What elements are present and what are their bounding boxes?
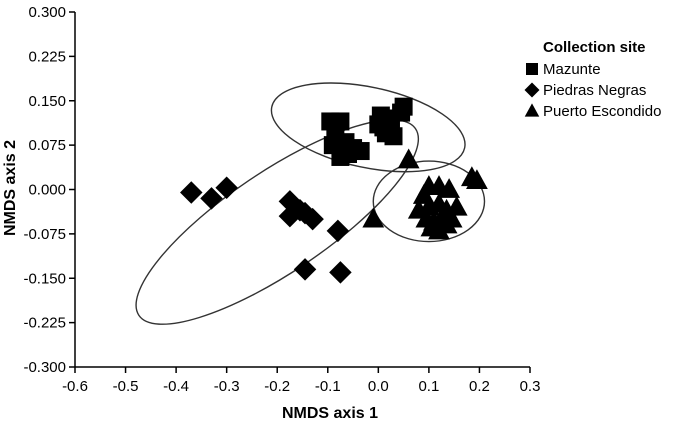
y-tick-label: -0.150 [23,270,66,287]
x-tick-label: 0.2 [469,378,490,395]
point-piedras-negras [301,207,324,231]
x-tick-label: -0.3 [214,378,240,395]
y-tick-label: -0.300 [23,359,66,376]
x-tick-label: -0.1 [315,378,341,395]
x-tick-label: -0.2 [264,378,290,395]
point-puerto-escondido [438,178,461,198]
point-piedras-negras [200,187,223,210]
y-tick-label: 0.150 [28,93,66,110]
y-tick-label: -0.225 [23,315,66,332]
x-tick-label: -0.5 [113,378,139,395]
point-mazunte [339,145,357,163]
y-axis-title: NMDS axis 2 [2,140,19,236]
legend-marker-piedras-negras [524,82,540,98]
point-puerto-escondido [362,207,385,228]
legend-label: Mazunte [543,61,601,78]
legend-label: Puerto Escondido [543,103,661,120]
point-piedras-negras [180,181,203,204]
ellipse-puerto-escondido [372,160,486,243]
y-tick-label: 0.075 [28,137,66,154]
legend-title: Collection site [543,39,646,56]
x-tick-label: 0.3 [520,378,541,395]
legend-items: Mazunte Piedras Negras Puerto Escondido [524,61,661,120]
x-tick-label: 0.0 [368,378,389,395]
point-puerto-escondido [397,148,420,169]
point-piedras-negras [329,261,352,284]
x-tick-label: 0.1 [418,378,439,395]
point-mazunte [374,118,393,137]
point-puerto-escondido [466,169,488,190]
data-points [180,97,488,284]
x-axis-title: NMDS axis 1 [282,405,378,422]
y-tick-label: -0.075 [23,226,66,243]
legend-marker-puerto-escondido [524,103,540,117]
axes: -0.6 -0.5 -0.4 -0.3 -0.2 -0.1 0.0 0.1 0.2 0.3 0.30… [23,4,540,395]
y-tick-label: 0.300 [28,4,66,21]
point-puerto-escondido [435,213,458,234]
x-tick-label: -0.4 [163,378,189,395]
point-piedras-negras [293,258,317,281]
y-tick-label: 0.225 [28,48,66,65]
legend: Collection site Mazunte Piedras Negras Pue… [524,39,661,120]
point-mazunte [394,97,413,116]
ellipse-mazunte [270,82,466,173]
point-piedras-negras [326,219,350,243]
point-piedras-negras [215,176,238,199]
y-tick-label: 0.000 [28,182,66,199]
legend-marker-mazunte [526,63,538,75]
point-mazunte [331,112,350,131]
legend-label: Piedras Negras [543,82,646,99]
x-tick-label: -0.6 [62,378,88,395]
